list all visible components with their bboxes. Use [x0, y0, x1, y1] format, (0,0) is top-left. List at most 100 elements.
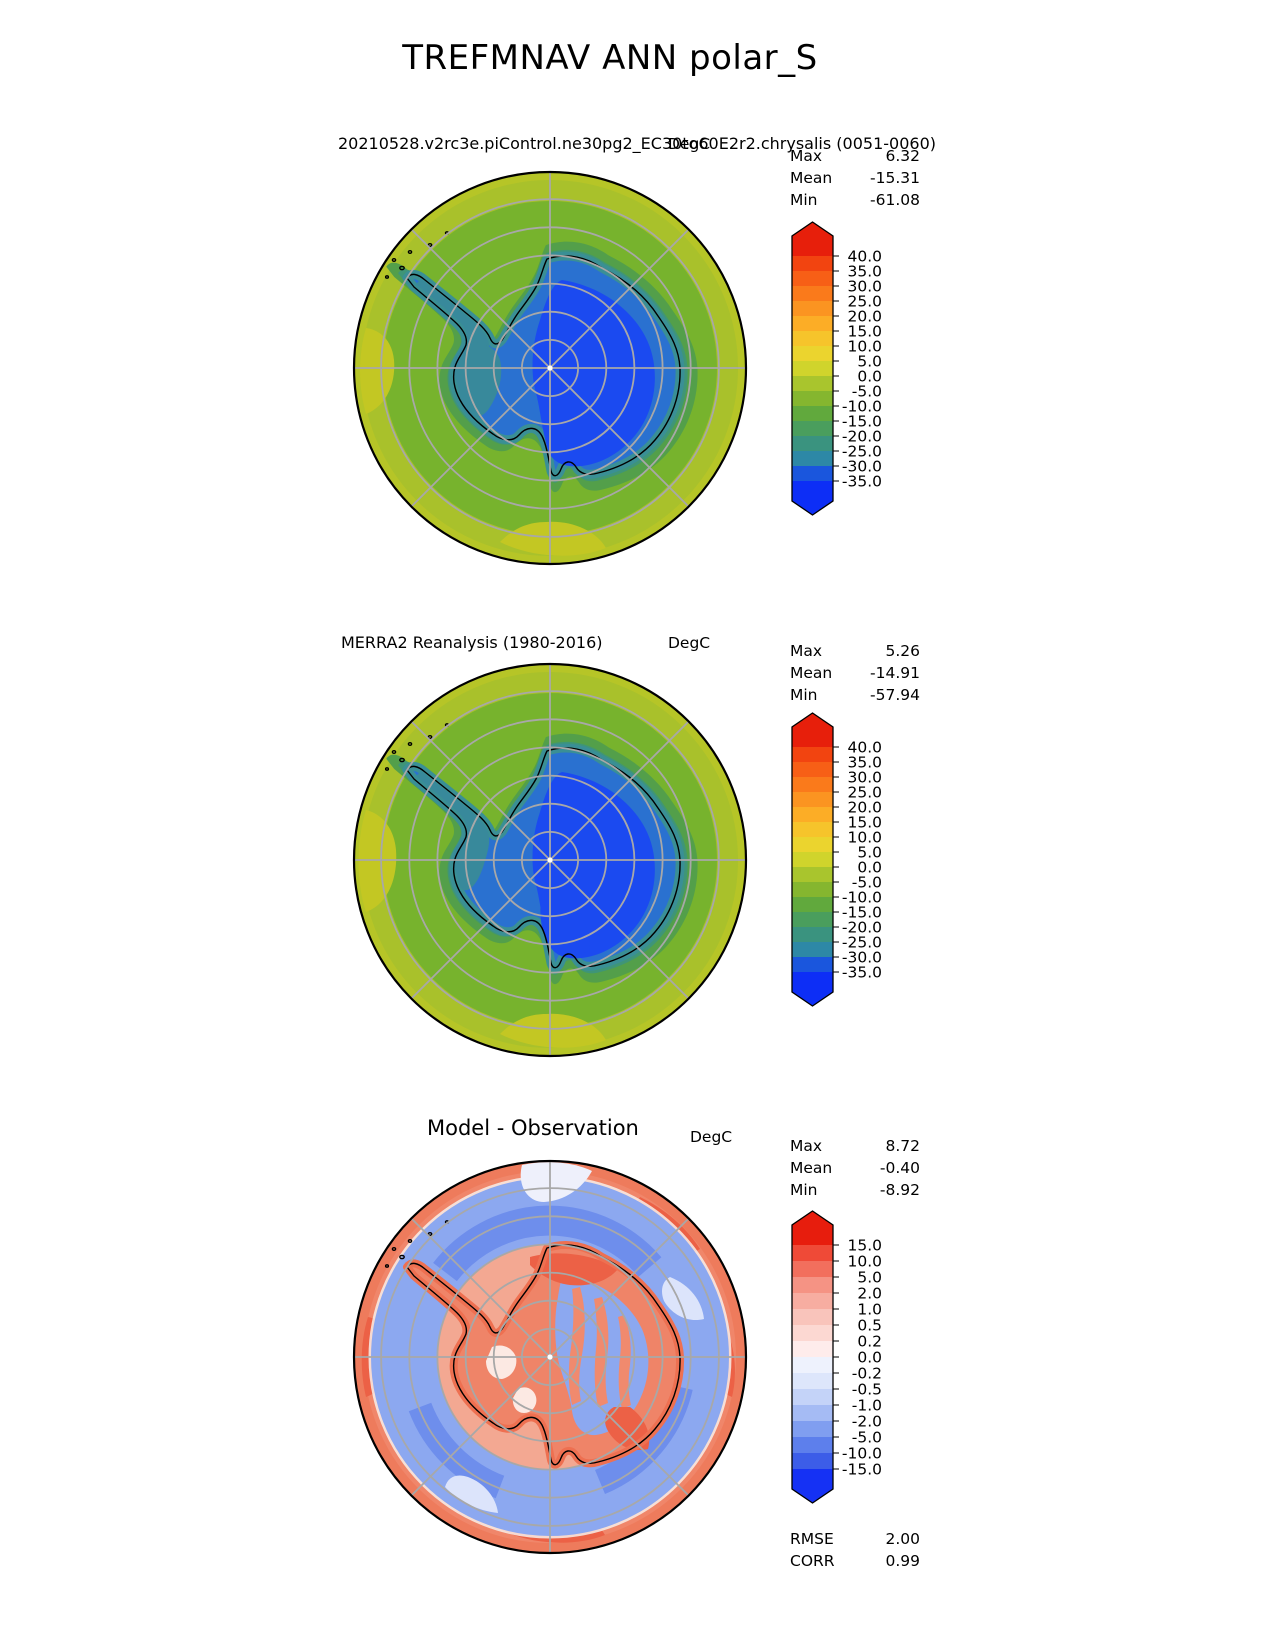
stat-label: Mean	[790, 169, 833, 187]
colorbar-tick-label: -0.5	[852, 1380, 882, 1398]
colorbar-tick-label: 1.0	[857, 1300, 882, 1318]
colorbar-segment	[792, 1245, 833, 1262]
stat-value: 5.26	[885, 642, 920, 660]
colorbar-tick-label: 10.0	[847, 1252, 882, 1270]
colorbar-segment	[792, 1293, 833, 1310]
colorbar-tick-label: 0.2	[857, 1332, 882, 1350]
colorbar-segment	[792, 957, 833, 973]
stats-block: Max 8.72 Mean -0.40 Min -8.92	[790, 1136, 920, 1202]
colorbar-segment	[792, 1309, 833, 1326]
colorbar-outline	[791, 221, 834, 516]
colorbar-tick-label: 2.0	[857, 1284, 882, 1302]
colorbar-tick-label: 0.0	[857, 367, 882, 385]
colorbar-segment	[792, 421, 833, 437]
metric-value: 0.99	[885, 1552, 920, 1570]
colorbar-tick-label: -20.0	[842, 427, 882, 445]
colorbar-segment	[792, 1261, 833, 1278]
colorbar-segment	[792, 451, 833, 467]
colorbar-segment	[792, 897, 833, 913]
colorbar-tick-label: 40.0	[847, 738, 882, 756]
stat-label: Min	[790, 191, 818, 209]
stat-row: Max 6.32	[790, 146, 920, 168]
colorbar-diff: 15.010.05.02.01.00.50.20.0-0.2-0.5-1.0-2…	[791, 1210, 882, 1504]
panel-title: Model - Observation	[427, 1116, 639, 1140]
colorbar-segment	[792, 436, 833, 452]
colorbar-segment	[792, 762, 833, 778]
colorbar-outline	[791, 712, 834, 1007]
stats-block: Max 6.32 Mean -15.31 Min -61.08	[790, 146, 920, 212]
colorbar-segment	[792, 927, 833, 943]
stat-label: Min	[790, 686, 818, 704]
stat-row: Mean -15.31	[790, 168, 920, 190]
colorbar-tick-label: 35.0	[847, 262, 882, 280]
colorbar-tick-label: -30.0	[842, 948, 882, 966]
metric-label: RMSE	[790, 1530, 834, 1548]
colorbar-segment	[792, 1357, 833, 1374]
panel-title: MERRA2 Reanalysis (1980-2016)	[341, 633, 603, 652]
colorbar-segment	[792, 361, 833, 377]
colorbar-segment	[792, 792, 833, 808]
colorbar-segment	[792, 1421, 833, 1438]
stat-value: 8.72	[885, 1137, 920, 1155]
stat-value: -0.40	[879, 1159, 920, 1177]
colorbar-tick-label: 30.0	[847, 768, 882, 786]
colorbar-tick-label: -5.0	[852, 873, 882, 891]
colorbar-segment	[792, 1325, 833, 1342]
colorbar-tick-label: -10.0	[842, 888, 882, 906]
colorbar-segment	[792, 1277, 833, 1294]
colorbar-tick-label: 0.5	[857, 1316, 882, 1334]
colorbar-segment	[792, 286, 833, 302]
colorbar-arrow-top	[792, 713, 833, 747]
colorbar-tick-label: 0.0	[857, 1348, 882, 1366]
stat-label: Max	[790, 642, 823, 660]
figure-title: TREFMNAV ANN polar_S	[402, 38, 818, 78]
colorbar-tick-label: 25.0	[847, 783, 882, 801]
colorbar-outline	[791, 1210, 834, 1504]
colorbar-tick-label: -25.0	[842, 442, 882, 460]
stat-value: -57.94	[870, 686, 920, 704]
colorbar-arrow-top	[792, 222, 833, 256]
colorbar-segment	[792, 331, 833, 347]
stat-row: Max 8.72	[790, 1136, 920, 1158]
stats-block: Max 5.26 Mean -14.91 Min -57.94	[790, 641, 920, 707]
metric-label: CORR	[790, 1552, 835, 1570]
polar-map-diff	[352, 1159, 748, 1555]
colorbar-tick-label: 0.0	[857, 858, 882, 876]
colorbar-segment	[792, 1437, 833, 1454]
stat-row: Min -57.94	[790, 685, 920, 707]
colorbar-tick-label: 25.0	[847, 292, 882, 310]
colorbar-segment	[792, 466, 833, 482]
stat-row: Mean -14.91	[790, 663, 920, 685]
colorbar-tick-label: 15.0	[847, 322, 882, 340]
stat-row: Mean -0.40	[790, 1158, 920, 1180]
stat-row: Min -8.92	[790, 1180, 920, 1202]
colorbar-model: 40.035.030.025.020.015.010.05.00.0-5.0-1…	[791, 221, 882, 516]
colorbar-segment	[792, 256, 833, 272]
colorbar-segment	[792, 376, 833, 392]
colorbar-tick-label: -35.0	[842, 472, 882, 490]
metric-row: CORR 0.99	[790, 1551, 920, 1573]
units-label: DegC	[690, 1128, 733, 1146]
colorbar-segment	[792, 391, 833, 407]
colorbar-obs: 40.035.030.025.020.015.010.05.00.0-5.0-1…	[791, 712, 882, 1007]
stat-value: -14.91	[870, 664, 920, 682]
colorbar-segment	[792, 1453, 833, 1470]
stat-label: Max	[790, 1137, 823, 1155]
metric-row: RMSE 2.00	[790, 1529, 920, 1551]
colorbar-tick-label: -2.0	[852, 1412, 882, 1430]
stat-label: Mean	[790, 1159, 833, 1177]
colorbar-tick-label: -10.0	[842, 397, 882, 415]
colorbar-segment	[792, 316, 833, 332]
units-label: DegC	[668, 135, 711, 153]
colorbar-tick-label: -20.0	[842, 918, 882, 936]
colorbar-segment	[792, 747, 833, 763]
colorbar-segment	[792, 346, 833, 362]
colorbar-segment	[792, 807, 833, 823]
colorbar-tick-label: 10.0	[847, 337, 882, 355]
units-label: DegC	[668, 634, 711, 652]
colorbar-segment	[792, 1405, 833, 1422]
colorbar-tick-label: 35.0	[847, 753, 882, 771]
colorbar-tick-label: 10.0	[847, 828, 882, 846]
colorbar-segment	[792, 406, 833, 422]
